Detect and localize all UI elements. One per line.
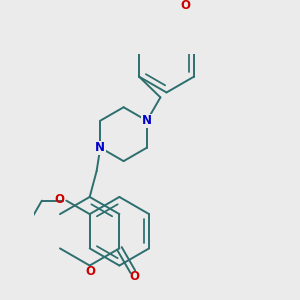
Text: O: O: [54, 193, 64, 206]
Text: O: O: [129, 270, 139, 283]
Text: O: O: [85, 265, 95, 278]
Text: N: N: [95, 141, 105, 154]
Text: O: O: [180, 0, 190, 12]
Text: N: N: [142, 114, 152, 127]
